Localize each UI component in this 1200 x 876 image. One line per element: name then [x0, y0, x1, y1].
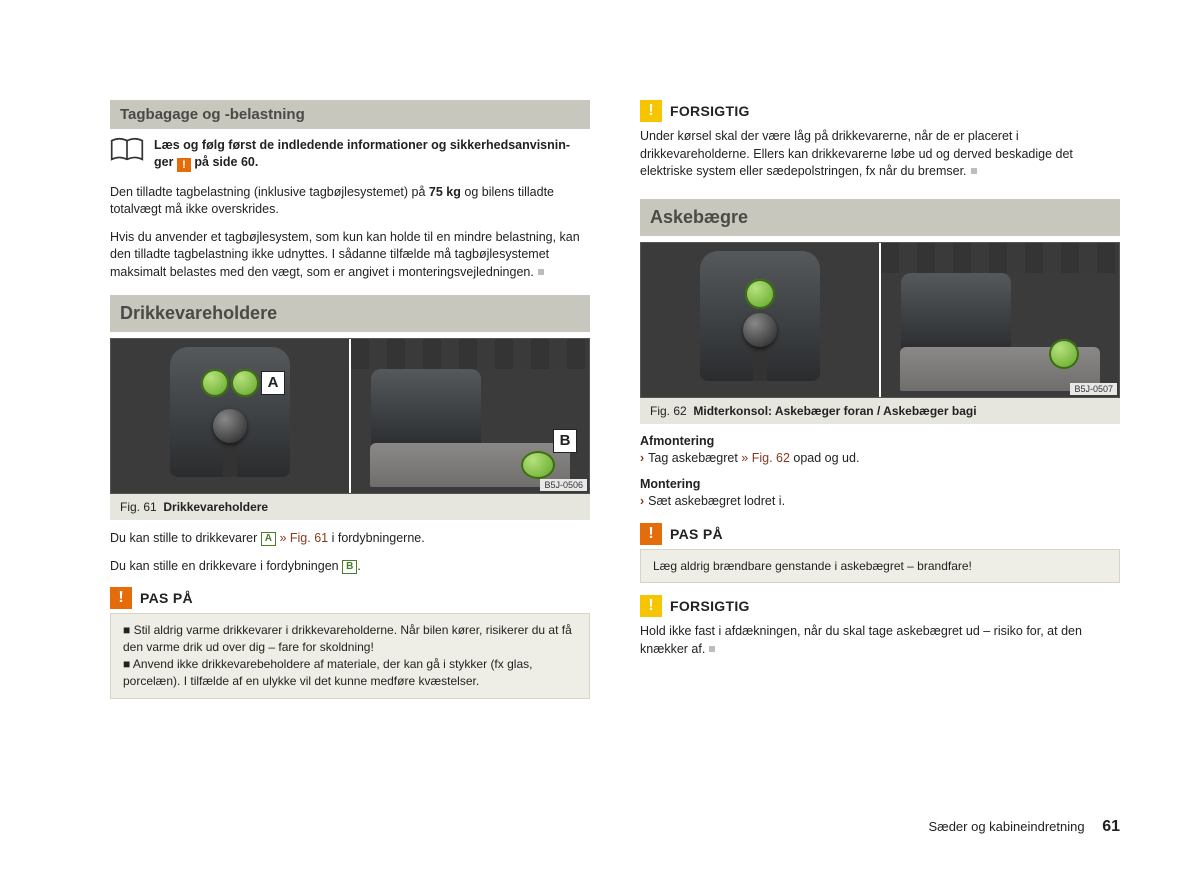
- section-heading-ashtray: Askebægre: [640, 199, 1120, 236]
- read-first-line1: Læs og følg først de indledende informat…: [154, 138, 570, 152]
- removal-step: › Tag askebægret » Fig. 62 opad og ud.: [640, 450, 1120, 468]
- caution1-text: Under kørsel skal der være låg på drikke…: [640, 129, 1073, 178]
- manual-page: Tagbagage og -belastning Læs og følg før…: [0, 0, 1200, 739]
- warning-icon: !: [177, 158, 191, 172]
- image-code-61: B5J-0506: [540, 479, 587, 491]
- mnt-text: Sæt askebægret lodret i.: [648, 494, 785, 508]
- fig-cap-text: Drikkevareholdere: [163, 500, 268, 514]
- page-footer: Sæder og kabineindretning 61: [928, 818, 1120, 836]
- caution-header-2: ! FORSIGTIG: [640, 595, 1120, 617]
- footer-page-number: 61: [1102, 818, 1120, 835]
- ref-link-fig61: » Fig. 61: [276, 531, 328, 545]
- section-end-marker: [538, 269, 544, 275]
- footer-section: Sæder og kabineindretning: [928, 819, 1084, 834]
- warn2-text: Læg aldrig brændbare genstande i askebæg…: [653, 559, 972, 573]
- afm-b: opad og ud.: [790, 451, 860, 465]
- ref-box-a: A: [261, 532, 276, 546]
- mounting-step: › Sæt askebægret lodret i.: [640, 493, 1120, 511]
- figure-62: B5J-0507 Fig. 62 Midterkonsol: Askebæger…: [640, 242, 1120, 424]
- roof-load-p2: Hvis du anvender et tagbøjlesystem, som …: [110, 229, 590, 282]
- figure-62-left: [641, 243, 879, 397]
- warn1-li1: Stil aldrig varme drikkevarer i drikkeva…: [123, 623, 572, 654]
- figure-62-caption: Fig. 62 Midterkonsol: Askebæger foran / …: [640, 398, 1120, 424]
- fig62-cap: Midterkonsol: Askebæger foran / Askebæge…: [693, 404, 976, 418]
- p1a: Den tilladte tagbelastning (inklusive ta…: [110, 185, 429, 199]
- figure-61-left: A: [111, 339, 349, 493]
- roof-load-p1: Den tilladte tagbelastning (inklusive ta…: [110, 184, 590, 219]
- read-first-block: Læs og følg først de indledende informat…: [110, 137, 590, 172]
- p1b-weight: 75 kg: [429, 185, 461, 199]
- cupholder-p1: Du kan stille to drikkevarer A » Fig. 61…: [110, 530, 590, 548]
- read-first-line2a: ger: [154, 155, 177, 169]
- sub-heading-removal: Afmontering: [640, 434, 1120, 448]
- warning-header-1: ! PAS PÅ: [110, 587, 590, 609]
- caution-body-2: Hold ikke fast i afdækningen, når du ska…: [640, 621, 1120, 658]
- caution-icon: !: [640, 100, 662, 122]
- cup-p2a: Du kan stille en drikkevare i fordybning…: [110, 559, 342, 573]
- caution-icon: !: [640, 595, 662, 617]
- warn1-li2: Anvend ikke drikkevarebeholdere af mater…: [123, 657, 532, 688]
- left-column: Tagbagage og -belastning Læs og følg før…: [110, 100, 590, 699]
- figure-62-right: [879, 243, 1119, 397]
- right-column: ! FORSIGTIG Under kørsel skal der være l…: [640, 100, 1120, 699]
- caution-label: FORSIGTIG: [670, 103, 750, 119]
- figure-61: A B B5J-0506 Fig. 61 Drikkevareholdere: [110, 338, 590, 520]
- figure-61-right: B: [349, 339, 589, 493]
- chevron-icon: ›: [640, 451, 644, 465]
- callout-a: A: [261, 371, 285, 395]
- chevron-icon: ›: [640, 494, 644, 508]
- warning-label: PAS PÅ: [140, 590, 193, 606]
- section-heading-roof-load: Tagbagage og -belastning: [110, 100, 590, 129]
- sub-heading-mounting: Montering: [640, 477, 1120, 491]
- caution2-text: Hold ikke fast i afdækningen, når du ska…: [640, 624, 1082, 656]
- figure-61-caption: Fig. 61 Drikkevareholdere: [110, 494, 590, 520]
- cup-p2b: .: [357, 559, 360, 573]
- figure-62-image: B5J-0507: [640, 242, 1120, 398]
- book-icon: [110, 137, 144, 163]
- warning-label: PAS PÅ: [670, 526, 723, 542]
- read-first-text: Læs og følg først de indledende informat…: [154, 137, 570, 172]
- figure-61-image: A B B5J-0506: [110, 338, 590, 494]
- read-first-line2b: på side 60.: [191, 155, 258, 169]
- warning-icon: !: [640, 523, 662, 545]
- caution-body-1: Under kørsel skal der være låg på drikke…: [640, 126, 1120, 181]
- caution-label: FORSIGTIG: [670, 598, 750, 614]
- fig-num: Fig. 61: [120, 500, 157, 514]
- fig62-num: Fig. 62: [650, 404, 687, 418]
- caution-header-1: ! FORSIGTIG: [640, 100, 1120, 122]
- warning-icon: !: [110, 587, 132, 609]
- ref-box-b: B: [342, 560, 357, 574]
- ref-link-fig62: » Fig. 62: [741, 451, 790, 465]
- cup-p1b: i fordybningerne.: [328, 531, 425, 545]
- cupholder-p2: Du kan stille en drikkevare i fordybning…: [110, 558, 590, 576]
- afm-a: Tag askebægret: [648, 451, 741, 465]
- warning-body-1: ■ Stil aldrig varme drikkevarer i drikke…: [110, 613, 590, 698]
- warning-body-2: Læg aldrig brændbare genstande i askebæg…: [640, 549, 1120, 584]
- section-end-marker: [971, 168, 977, 174]
- p2-text: Hvis du anvender et tagbøjlesystem, som …: [110, 230, 580, 279]
- cup-p1a: Du kan stille to drikkevarer: [110, 531, 261, 545]
- callout-b: B: [553, 429, 577, 453]
- warning-header-2: ! PAS PÅ: [640, 523, 1120, 545]
- image-code-62: B5J-0507: [1070, 383, 1117, 395]
- section-end-marker: [709, 646, 715, 652]
- section-heading-cupholders: Drikkevareholdere: [110, 295, 590, 332]
